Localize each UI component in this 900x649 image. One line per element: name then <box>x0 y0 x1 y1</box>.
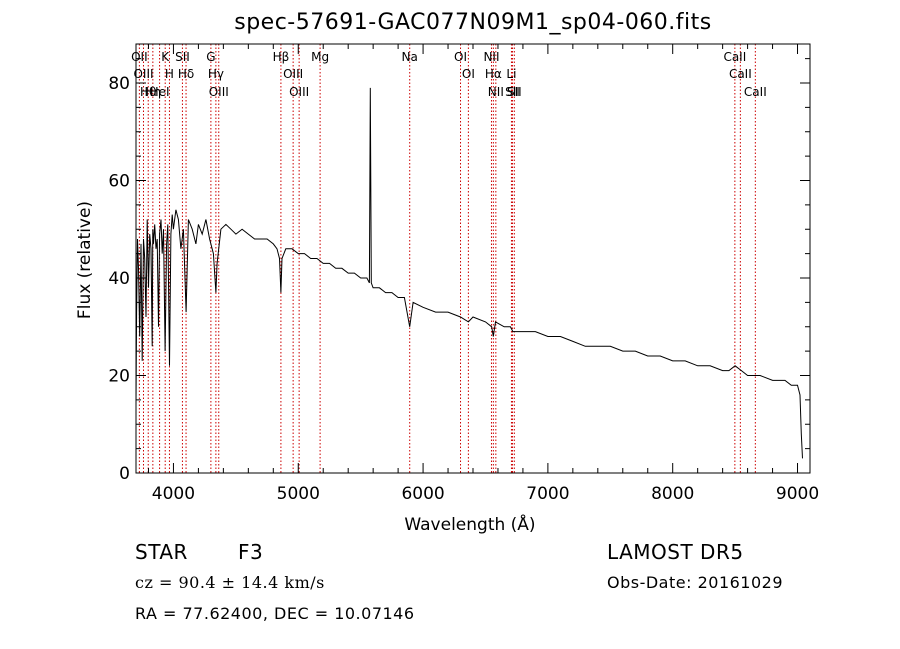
object-subclass: F3 <box>238 540 264 564</box>
spectral-line-label: Hα <box>485 67 502 81</box>
x-tick-label: 6000 <box>401 484 444 504</box>
chart-title: spec-57691-GAC077N09M1_sp04-060.fits <box>234 10 712 35</box>
spectral-line-label: Mg <box>311 50 329 64</box>
spectral-line-label: CaII <box>729 67 752 81</box>
spectral-line-label: OIII <box>283 67 303 81</box>
x-tick-label: 4000 <box>152 484 195 504</box>
y-tick-label: 0 <box>119 464 130 484</box>
spectral-line-label: G <box>206 50 215 64</box>
redshift-velocity: cz = 90.4 ± 14.4 km/s <box>135 573 325 592</box>
x-tick-label: 8000 <box>651 484 694 504</box>
spectral-line-label: OIII <box>209 85 229 99</box>
spectral-line-label: NII <box>488 85 504 99</box>
spectral-line-label: SII <box>505 85 520 99</box>
spectral-line-label: Na <box>402 50 418 64</box>
spectral-line-label: OI <box>462 67 475 81</box>
spectral-line-label: Li <box>506 67 516 81</box>
spectral-line-label: Hγ <box>208 67 224 81</box>
spectral-line-label: Hδ <box>178 67 194 81</box>
spectral-line-label: K <box>161 50 170 64</box>
y-tick-label: 80 <box>108 74 130 94</box>
y-tick-label: 20 <box>108 367 130 387</box>
plot-frame <box>135 43 811 474</box>
x-tick-label: 9000 <box>776 484 819 504</box>
x-axis-label: Wavelength (Å) <box>404 513 535 535</box>
spectral-line-labels: OIIOIIIHθHηHeIKHSIIHδGHγOIIIHβOIIIOIIIMg… <box>131 50 767 99</box>
spectral-line-label: OII <box>131 50 148 64</box>
y-tick-label: 60 <box>108 172 130 192</box>
coordinates: RA = 77.62400, DEC = 10.07146 <box>135 604 415 623</box>
y-axis-ticks: 0 20 40 60 80 <box>108 58 810 484</box>
spectral-line-label: CaII <box>744 85 767 99</box>
y-axis-label: Flux (relative) <box>75 201 95 319</box>
spectral-line-label: OI <box>454 50 467 64</box>
x-axis-ticks: 4000 5000 6000 7000 8000 9000 <box>147 44 819 504</box>
y-tick-label: 40 <box>108 269 130 289</box>
spectral-line-label: Hβ <box>273 50 290 64</box>
x-tick-label: 7000 <box>526 484 569 504</box>
survey-name: LAMOST DR5 <box>607 540 744 564</box>
spectral-line-label: OIII <box>289 85 309 99</box>
spectral-line-label: H <box>165 67 174 81</box>
spectral-line-label: NII <box>483 50 499 64</box>
observation-date: Obs-Date: 20161029 <box>607 573 784 592</box>
spectral-line-label: SII <box>175 50 190 64</box>
spectral-line-label: HeI <box>150 85 170 99</box>
object-class: STAR <box>135 540 188 564</box>
spectrum-line <box>135 87 803 459</box>
spectral-line-label: SII <box>507 85 522 99</box>
spectral-line-label: OIII <box>133 67 153 81</box>
spectral-line-label: Hθ <box>140 85 156 99</box>
spectral-line-label: CaII <box>723 50 746 64</box>
x-tick-label: 5000 <box>277 484 320 504</box>
spectral-line-markers <box>138 44 756 473</box>
spectral-line-label: Hη <box>145 85 162 99</box>
